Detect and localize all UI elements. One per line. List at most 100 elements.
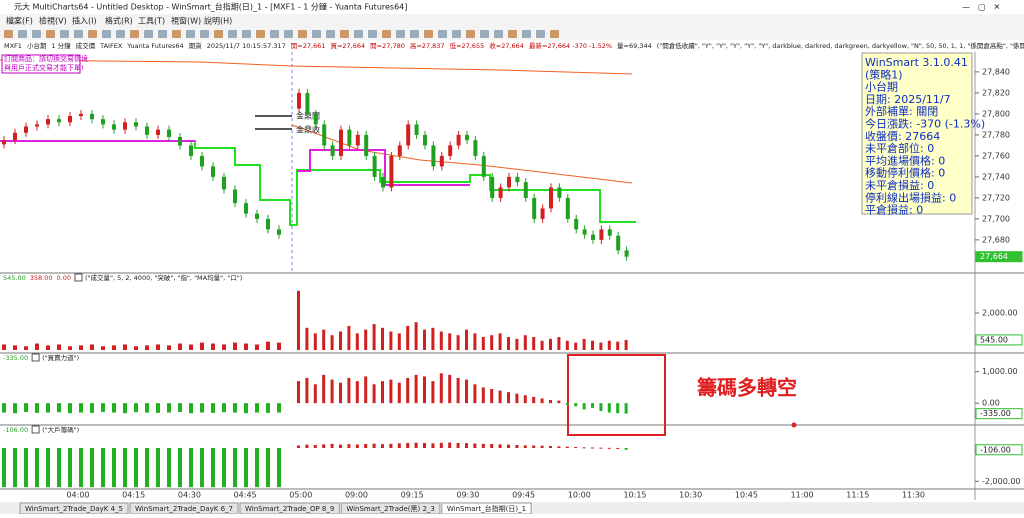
toolbar-button[interactable]	[382, 30, 391, 38]
window-controls[interactable]: — ▢ ✕	[962, 3, 1000, 12]
toolbar-button[interactable]	[270, 30, 279, 38]
toolbar-button[interactable]	[480, 30, 489, 38]
bar	[145, 345, 149, 350]
bar	[156, 448, 160, 488]
bar	[565, 403, 569, 405]
bar	[112, 345, 116, 350]
bar	[406, 378, 410, 404]
candle	[616, 235, 621, 251]
panel-value: 545.00	[3, 274, 26, 282]
bar	[616, 403, 620, 414]
menu-item[interactable]: 檢視(V)	[39, 16, 67, 26]
bar	[90, 403, 94, 413]
status-field: 最新=27,664 -370 -1.52%	[529, 41, 612, 50]
bar	[211, 343, 215, 350]
bar	[167, 345, 171, 350]
toolbar-button[interactable]	[396, 30, 405, 38]
bar	[423, 443, 426, 448]
toolbar-button[interactable]	[354, 30, 363, 38]
y-tick-label: 27,680	[982, 235, 1010, 244]
bar	[498, 444, 502, 448]
status-field: 開=27,661	[291, 42, 326, 50]
toolbar-button[interactable]	[522, 30, 531, 38]
toolbar-button[interactable]	[228, 30, 237, 38]
candle	[490, 176, 495, 198]
toolbar-button[interactable]	[368, 30, 377, 38]
panel-value: -335.00	[3, 354, 28, 362]
highlight-box	[567, 354, 666, 436]
status-field: 低=27,655	[450, 41, 485, 50]
toolbar-button[interactable]	[116, 30, 125, 38]
toolbar-button[interactable]	[326, 30, 335, 38]
toolbar-button[interactable]	[186, 30, 195, 38]
bar	[339, 444, 342, 448]
toolbar-button[interactable]	[102, 30, 111, 38]
notice: 與用戶正式交易才能下單!	[4, 63, 84, 72]
toolbar-button[interactable]	[172, 30, 181, 38]
toolbar-button[interactable]	[536, 30, 545, 38]
toolbar-button[interactable]	[200, 30, 209, 38]
panel-value: 0.00	[57, 274, 71, 282]
bar	[2, 448, 6, 488]
window-title: 元大 MultiCharts64 - Untitled Desktop - Wi…	[14, 2, 407, 12]
toolbar-button[interactable]	[130, 30, 139, 38]
toolbar-button[interactable]	[242, 30, 251, 38]
close-button[interactable]	[31, 353, 40, 362]
candle	[57, 119, 61, 123]
toolbar-button[interactable]	[298, 30, 307, 38]
bar	[101, 448, 105, 488]
toolbar-button[interactable]	[214, 30, 223, 38]
menu-item[interactable]: 工具(T)	[138, 17, 165, 26]
bar	[46, 403, 50, 413]
status-field: 2025/11/7 10:15:57.317	[207, 42, 286, 50]
bar	[297, 381, 300, 404]
toolbar-button[interactable]	[508, 30, 517, 38]
x-tick-label: 11:00	[791, 491, 814, 500]
bar	[431, 327, 435, 350]
bar	[397, 382, 401, 404]
info-line: 收盤價: 27664	[865, 129, 940, 143]
toolbar-button[interactable]	[88, 30, 97, 38]
menu-item[interactable]: 插入(I)	[72, 16, 97, 26]
bar	[591, 340, 594, 350]
bar	[233, 403, 237, 413]
bar	[498, 390, 502, 404]
toolbar-button[interactable]	[32, 30, 41, 38]
toolbar-button[interactable]	[74, 30, 83, 38]
toolbar-button[interactable]	[424, 30, 433, 38]
bar	[423, 329, 426, 350]
bar	[145, 448, 149, 488]
toolbar-button[interactable]	[46, 30, 55, 38]
ma-line	[0, 59, 633, 184]
bar	[57, 403, 61, 413]
menu-item[interactable]: 檔案(F)	[6, 16, 33, 26]
toolbar-button[interactable]	[256, 30, 265, 38]
toolbar-button[interactable]	[312, 30, 321, 38]
bar	[465, 379, 468, 404]
status-field: MXF1	[4, 42, 22, 50]
menu-item[interactable]: 視窗(W)	[171, 16, 201, 26]
toolbar-button[interactable]	[494, 30, 503, 38]
close-button[interactable]	[74, 273, 83, 282]
toolbar-button[interactable]	[60, 30, 69, 38]
bar	[2, 403, 6, 413]
x-tick-label: 04:00	[66, 491, 89, 500]
toolbar-button[interactable]	[452, 30, 461, 38]
toolbar-button[interactable]	[550, 30, 559, 38]
menu-item[interactable]: 說明(H)	[204, 16, 232, 26]
bar	[616, 341, 620, 350]
bar	[322, 444, 326, 448]
toolbar-button[interactable]	[438, 30, 447, 38]
menu-item[interactable]: 格式(R)	[105, 16, 133, 26]
toolbar-button[interactable]	[340, 30, 349, 38]
toolbar-button[interactable]	[466, 30, 475, 38]
toolbar-button[interactable]	[158, 30, 167, 38]
bar	[233, 448, 237, 488]
bar	[347, 325, 351, 350]
toolbar-button[interactable]	[144, 30, 153, 38]
toolbar-button[interactable]	[4, 30, 13, 38]
toolbar-button[interactable]	[410, 30, 419, 38]
close-button[interactable]	[31, 425, 40, 434]
toolbar-button[interactable]	[284, 30, 293, 38]
toolbar-button[interactable]	[18, 30, 27, 38]
